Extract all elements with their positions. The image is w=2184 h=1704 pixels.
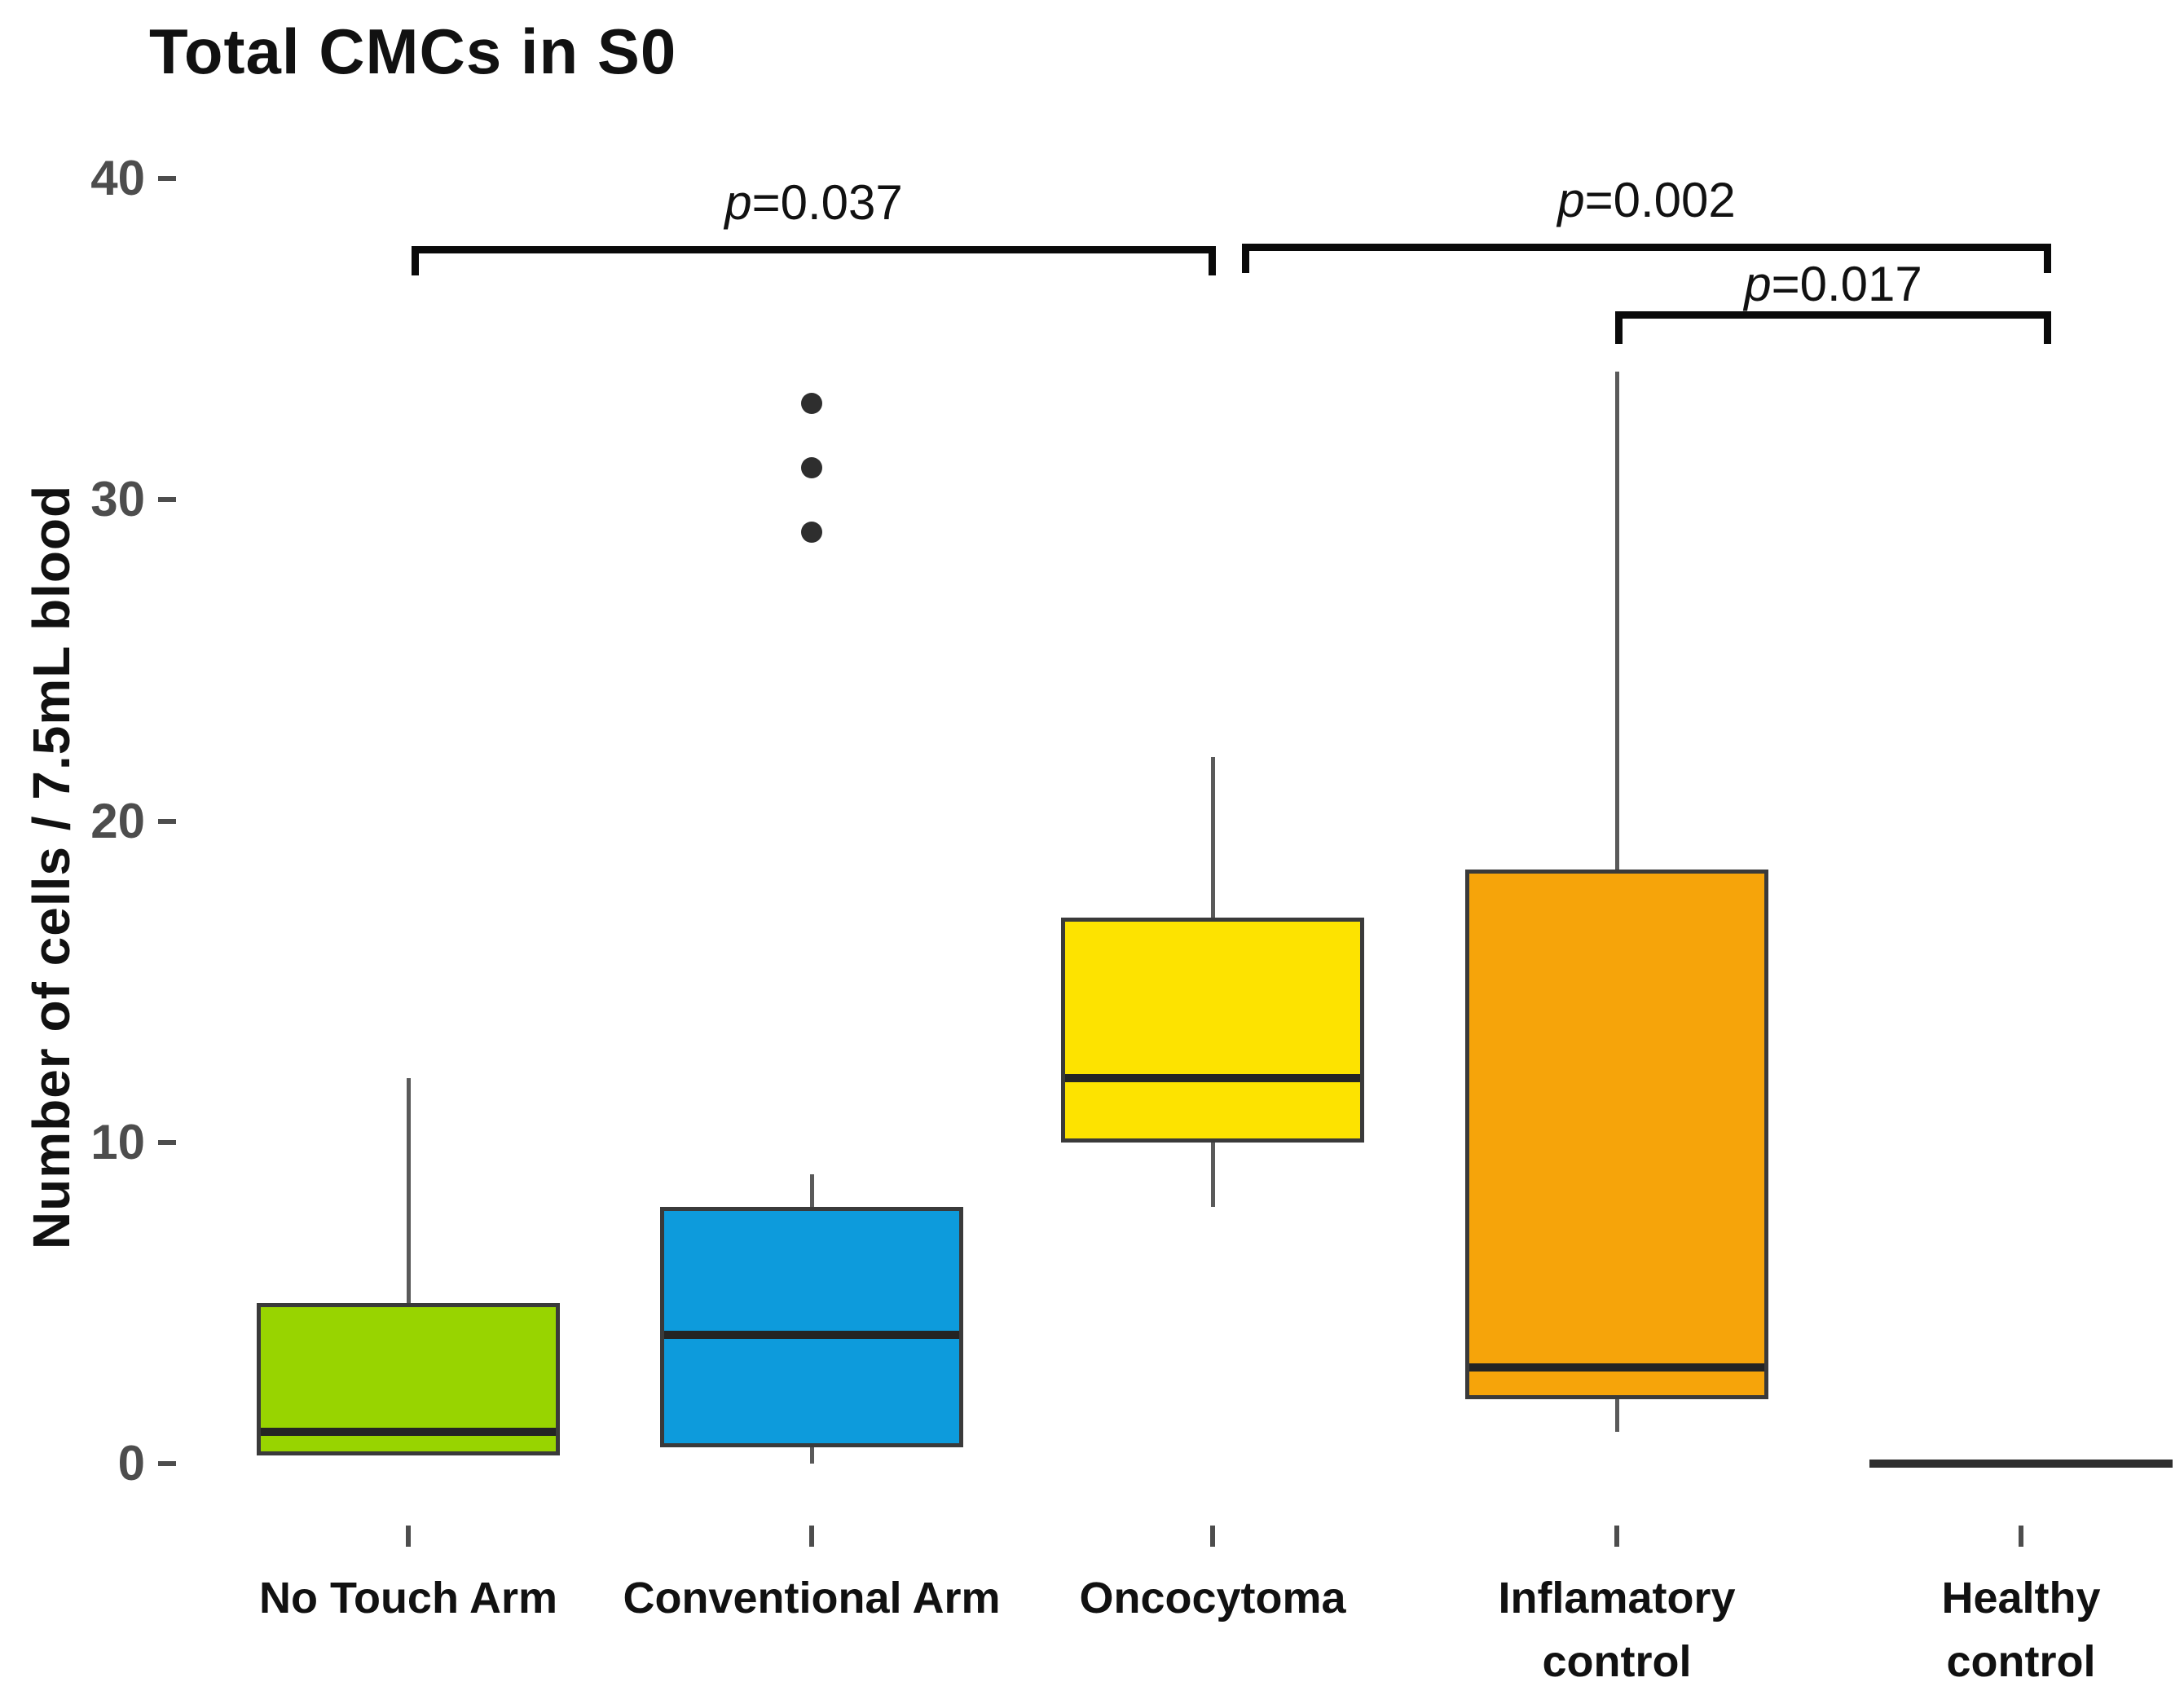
p-symbol: p <box>724 175 752 230</box>
lower-whisker-3 <box>1615 1399 1619 1432</box>
y-tick-label: 0 <box>117 1436 145 1490</box>
y-tick-mark <box>158 1139 176 1145</box>
median-line-3 <box>1469 1363 1764 1372</box>
significance-bracket-bar-2 <box>1615 311 2051 319</box>
significance-bracket-bar-1 <box>1242 244 2051 251</box>
y-tick-label: 30 <box>90 472 145 527</box>
chart-title: Total CMCs in S0 <box>149 15 677 87</box>
box-2 <box>1061 917 1364 1143</box>
category-label-1: Conventional Arm <box>623 1574 1001 1623</box>
p-symbol: p <box>1744 257 1772 311</box>
significance-bracket-left-arm-0 <box>412 246 419 275</box>
outlier-point-1 <box>801 456 822 478</box>
p-value-label-0: p=0.037 <box>627 174 1002 231</box>
p-value-text: =0.037 <box>751 175 903 230</box>
y-tick-label: 40 <box>90 151 145 206</box>
box-3 <box>1465 869 1768 1400</box>
flat-median-line-4 <box>1869 1460 2173 1468</box>
lower-whisker-1 <box>810 1447 814 1464</box>
x-tick-mark <box>1210 1526 1215 1547</box>
y-tick-mark <box>158 818 176 824</box>
significance-bracket-right-arm-2 <box>2044 311 2051 344</box>
significance-bracket-right-arm-1 <box>2044 244 2051 273</box>
upper-whisker-1 <box>810 1174 814 1207</box>
outlier-point-1 <box>801 393 822 415</box>
p-value-label-1: p=0.002 <box>1460 172 1834 228</box>
category-label-3: Inflamatory control <box>1498 1574 1736 1687</box>
significance-bracket-left-arm-2 <box>1615 311 1623 344</box>
p-value-label-2: p=0.017 <box>1646 256 2021 312</box>
significance-bracket-right-arm-0 <box>1209 246 1216 275</box>
lower-whisker-2 <box>1211 1142 1215 1207</box>
category-label-0: No Touch Arm <box>259 1574 557 1623</box>
box-1 <box>660 1206 963 1448</box>
upper-whisker-3 <box>1615 371 1619 870</box>
y-tick-mark <box>158 176 176 182</box>
median-line-2 <box>1065 1073 1360 1082</box>
significance-bracket-left-arm-1 <box>1242 244 1249 273</box>
outlier-point-1 <box>801 521 822 543</box>
category-label-2: Oncocytoma <box>1079 1574 1346 1623</box>
p-value-text: =0.002 <box>1584 173 1736 227</box>
upper-whisker-2 <box>1211 756 1215 918</box>
x-tick-mark <box>809 1526 814 1547</box>
upper-whisker-0 <box>407 1077 411 1303</box>
median-line-0 <box>261 1427 556 1436</box>
x-tick-mark <box>2019 1526 2023 1547</box>
x-tick-mark <box>406 1526 411 1547</box>
y-tick-mark <box>158 497 176 503</box>
category-label-4: Healthy control <box>1941 1574 2101 1687</box>
y-tick-label: 10 <box>90 1114 145 1169</box>
p-symbol: p <box>1557 173 1585 227</box>
median-line-1 <box>664 1331 959 1340</box>
y-tick-label: 20 <box>90 793 145 848</box>
y-tick-mark <box>158 1461 176 1466</box>
x-tick-mark <box>1614 1526 1619 1547</box>
p-value-text: =0.017 <box>1771 257 1922 311</box>
significance-bracket-bar-0 <box>412 246 1216 253</box>
